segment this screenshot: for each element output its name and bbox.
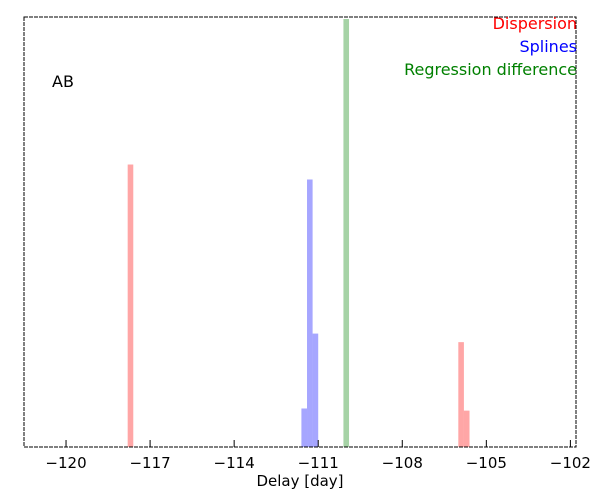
x-tick-label: −111	[298, 454, 339, 472]
x-tick-label: −105	[466, 454, 507, 472]
x-axis-ticks: −120 −117 −114 −111 −108 −105 −102	[45, 440, 591, 472]
bar-splines-2	[312, 333, 319, 447]
legend-entry-regression-difference: Regression difference	[404, 60, 577, 79]
bar-dispersion-2	[463, 410, 470, 447]
bar-dispersion-1	[458, 342, 464, 447]
bar-splines-0	[301, 408, 307, 447]
panel-annotation: AB	[52, 72, 74, 91]
plot-frame	[23, 16, 577, 448]
legend-entry-splines: Splines	[519, 37, 577, 56]
bar-dispersion-0	[127, 164, 134, 447]
x-tick-label: −102	[550, 454, 591, 472]
bar-splines-1	[307, 179, 313, 447]
legend-entry-dispersion: Dispersion	[493, 14, 577, 33]
x-tick-label: −108	[382, 454, 423, 472]
bar-regression-difference-0	[343, 19, 350, 447]
legend: Dispersion Splines Regression difference	[404, 14, 577, 79]
x-axis-label: Delay [day]	[256, 472, 343, 490]
x-tick-label: −114	[214, 454, 255, 472]
histogram-bars	[127, 19, 470, 447]
x-tick-label: −120	[45, 454, 86, 472]
x-tick-label: −117	[129, 454, 170, 472]
